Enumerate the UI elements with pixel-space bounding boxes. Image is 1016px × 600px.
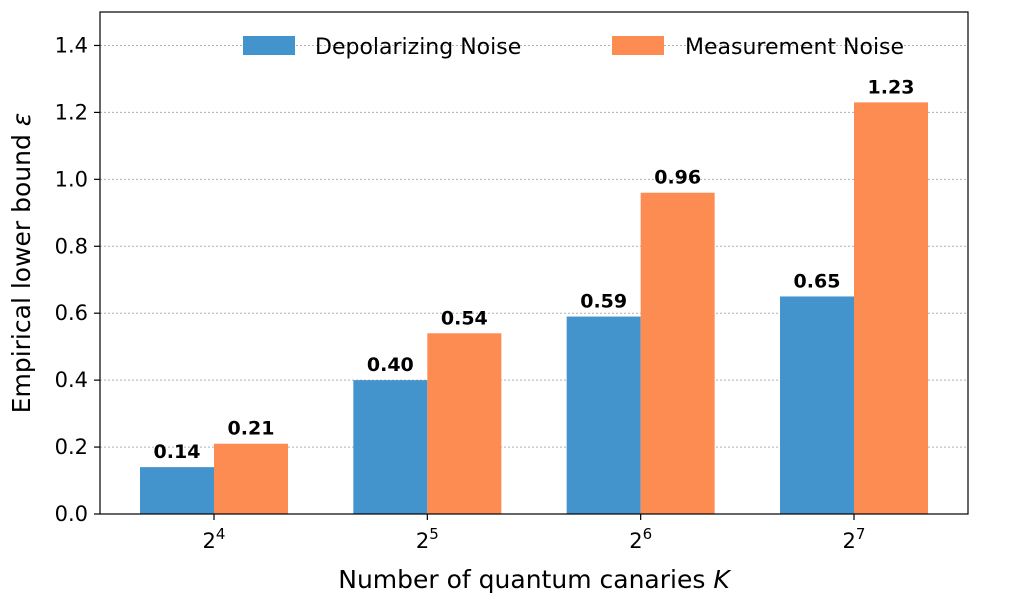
bar-value-label: 0.65 xyxy=(794,270,841,292)
bar-value-label: 0.14 xyxy=(154,441,201,463)
bar-value-label: 0.40 xyxy=(367,354,414,376)
x-tick-label: 24 xyxy=(203,525,226,553)
legend-label-depolarizing: Depolarizing Noise xyxy=(315,35,521,60)
y-tick-label: 0.2 xyxy=(55,435,88,459)
bar-measurement xyxy=(427,333,502,514)
x-axis-label: Number of quantum canaries K xyxy=(338,565,732,594)
y-tick-label: 0.0 xyxy=(55,502,88,526)
y-tick-label: 0.4 xyxy=(55,368,88,392)
bar-measurement xyxy=(214,443,288,514)
legend-label-measurement: Measurement Noise xyxy=(685,35,904,60)
axes-frame xyxy=(99,11,969,515)
x-tick-label: 27 xyxy=(843,525,866,553)
y-tick-label: 0.6 xyxy=(55,301,88,325)
bar-depolarizing xyxy=(566,316,641,514)
bar-measurement xyxy=(854,102,928,515)
y-tick-label: 1.4 xyxy=(55,33,88,57)
x-tick-label: 25 xyxy=(416,525,439,553)
y-axis-label: Empirical lower bound ε xyxy=(7,113,36,414)
bar-value-label: 1.23 xyxy=(868,76,915,98)
y-tick-label: 1.2 xyxy=(55,100,88,124)
bar-value-label: 0.96 xyxy=(654,167,701,189)
x-axis-ticks: 24 25 26 27 xyxy=(203,514,866,553)
bar-depolarizing xyxy=(140,467,214,514)
bar-value-label: 0.54 xyxy=(441,307,488,329)
bars-group xyxy=(140,102,928,515)
y-axis-ticks: 0.0 0.2 0.4 0.6 0.8 1.0 1.2 1.4 xyxy=(55,33,100,526)
bar-depolarizing xyxy=(353,380,428,514)
bar-value-label: 0.21 xyxy=(228,418,275,440)
bar-measurement xyxy=(640,192,715,514)
legend: Depolarizing Noise Measurement Noise xyxy=(243,35,904,60)
bar-value-labels: 0.14 0.40 0.59 0.65 0.21 0.54 0.96 1.23 xyxy=(154,76,915,463)
bar-value-label: 0.59 xyxy=(580,291,627,313)
y-tick-label: 0.8 xyxy=(55,234,88,258)
legend-swatch-measurement xyxy=(612,36,664,55)
x-tick-label: 26 xyxy=(629,525,652,553)
legend-swatch-depolarizing xyxy=(243,36,295,55)
y-tick-label: 1.0 xyxy=(55,167,88,191)
bar-depolarizing xyxy=(780,296,854,514)
